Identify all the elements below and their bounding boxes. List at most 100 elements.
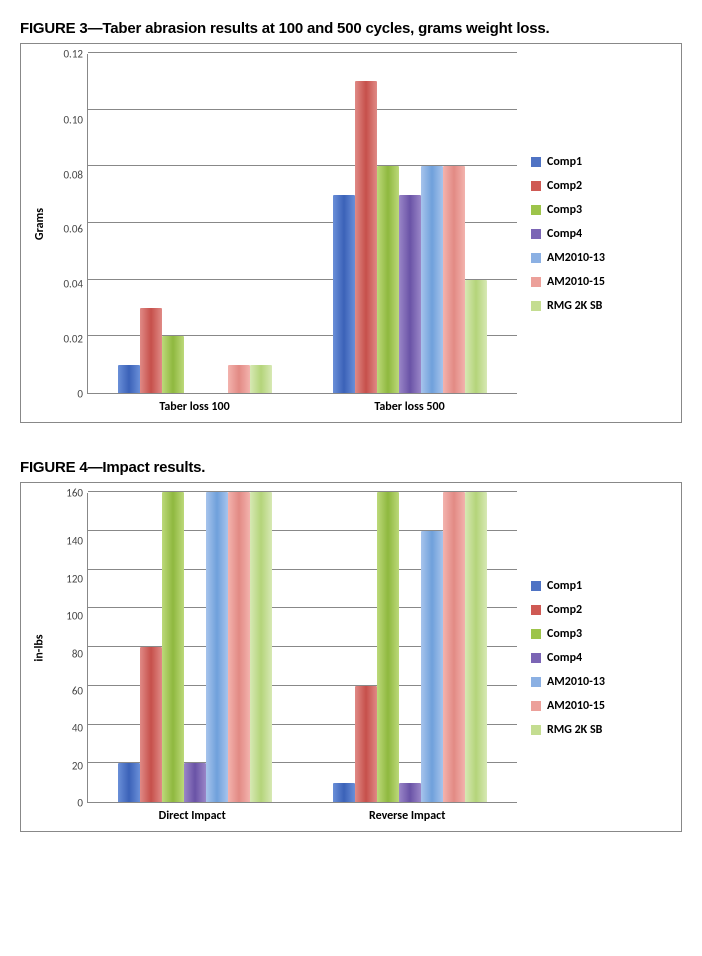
- ytick-label: 60: [72, 685, 83, 696]
- bar-Comp3: [162, 492, 184, 802]
- bar-Comp1: [118, 763, 140, 802]
- legend-swatch: [531, 677, 541, 687]
- bar-RMG-2K-SB: [465, 492, 487, 802]
- bar-Comp2: [140, 308, 162, 393]
- ytick-label: 0: [77, 798, 83, 809]
- legend-item: RMG 2K SB: [531, 299, 605, 313]
- ytick-label: 0.08: [63, 169, 83, 180]
- legend-swatch: [531, 629, 541, 639]
- bar-AM2010-15: [443, 166, 465, 393]
- ytick-label: 0.12: [63, 49, 83, 60]
- legend-item: Comp3: [531, 203, 605, 217]
- bar-RMG-2K-SB: [250, 492, 272, 802]
- xaxis-label: Direct Impact: [159, 809, 226, 823]
- ytick-label: 0.06: [63, 224, 83, 235]
- ytick-label: 120: [66, 573, 83, 584]
- figure-4-title: FIGURE 4—Impact results.: [20, 459, 682, 476]
- bar-Comp1: [333, 783, 355, 802]
- legend-label: Comp4: [547, 651, 582, 665]
- legend-label: AM2010-13: [547, 675, 605, 689]
- legend-label: Comp1: [547, 155, 582, 169]
- ytick-label: 160: [66, 488, 83, 499]
- legend-item: Comp2: [531, 179, 605, 193]
- legend-swatch: [531, 157, 541, 167]
- legend-item: AM2010-13: [531, 251, 605, 265]
- legend-swatch: [531, 229, 541, 239]
- legend-label: AM2010-15: [547, 699, 605, 713]
- legend-item: RMG 2K SB: [531, 723, 605, 737]
- legend-swatch: [531, 653, 541, 663]
- legend-swatch: [531, 701, 541, 711]
- ytick-label: 20: [72, 760, 83, 771]
- legend-swatch: [531, 181, 541, 191]
- legend-swatch: [531, 605, 541, 615]
- figure-4-xaxis: Direct Impact Reverse Impact: [87, 809, 517, 823]
- legend-label: RMG 2K SB: [547, 723, 602, 737]
- legend-item: AM2010-13: [531, 675, 605, 689]
- bar-RMG-2K-SB: [465, 280, 487, 393]
- ytick-label: 40: [72, 723, 83, 734]
- bar-Comp4: [184, 763, 206, 802]
- figure-4-legend: Comp1 Comp2 Comp3 Comp4 AM2010-13 AM2010-15 RM…: [517, 493, 605, 823]
- figure-3-ylabel: Grams: [33, 208, 47, 240]
- legend-item: Comp1: [531, 155, 605, 169]
- bar-Comp4: [399, 783, 421, 802]
- figure-3-plot-area: [87, 54, 517, 394]
- figure-4-chart: in-lbs 160140120100806040200 Direct Impa…: [20, 482, 682, 832]
- figure-3-chart: Grams 0.120.100.080.060.040.020 Taber lo…: [20, 43, 682, 423]
- legend-item: Comp4: [531, 227, 605, 241]
- bar-Comp4: [399, 195, 421, 393]
- legend-label: RMG 2K SB: [547, 299, 602, 313]
- ytick-label: 0: [77, 388, 83, 399]
- bar-Comp3: [377, 492, 399, 802]
- figure-4-ylabel: in-lbs: [33, 634, 47, 661]
- bar-AM2010-15: [228, 492, 250, 802]
- legend-swatch: [531, 581, 541, 591]
- legend-label: Comp2: [547, 179, 582, 193]
- bar-Comp1: [118, 365, 140, 393]
- xaxis-label: Taber loss 500: [374, 400, 444, 414]
- legend-label: Comp4: [547, 227, 582, 241]
- bar-Comp2: [355, 81, 377, 393]
- legend-swatch: [531, 725, 541, 735]
- ytick-label: 100: [66, 611, 83, 622]
- bar-AM2010-13: [206, 492, 228, 802]
- bar-AM2010-13: [421, 166, 443, 393]
- figure-3-legend: Comp1Comp2Comp3Comp4AM2010-13AM2010-15RM…: [517, 54, 605, 414]
- legend-item: AM2010-15: [531, 699, 605, 713]
- legend-label: Comp1: [547, 579, 582, 593]
- ytick-label: 140: [66, 536, 83, 547]
- figure-3-title: FIGURE 3—Taber abrasion results at 100 a…: [20, 20, 682, 37]
- bar-group: [333, 492, 487, 802]
- legend-item: Comp3: [531, 627, 605, 641]
- bar-Comp3: [162, 336, 184, 393]
- legend-item: Comp1: [531, 579, 605, 593]
- legend-label: Comp3: [547, 627, 582, 641]
- legend-swatch: [531, 277, 541, 287]
- xaxis-label: Reverse Impact: [369, 809, 445, 823]
- figure-4-plot-wrap: in-lbs 160140120100806040200 Direct Impa…: [29, 493, 517, 823]
- legend-swatch: [531, 301, 541, 311]
- legend-label: Comp3: [547, 203, 582, 217]
- legend-swatch: [531, 205, 541, 215]
- legend-label: Comp2: [547, 603, 582, 617]
- figure-4-yticks: 160140120100806040200: [51, 493, 87, 803]
- figure-3-block: FIGURE 3—Taber abrasion results at 100 a…: [20, 20, 682, 423]
- xaxis-label: Taber loss 100: [159, 400, 229, 414]
- ytick-label: 0.10: [63, 114, 83, 125]
- bar-Comp1: [333, 195, 355, 393]
- bar-Comp2: [355, 686, 377, 802]
- bar-group: [118, 492, 272, 802]
- gridline: [88, 52, 517, 53]
- ytick-label: 0.04: [63, 279, 83, 290]
- figure-4-block: FIGURE 4—Impact results. in-lbs 160 140 12…: [20, 459, 682, 832]
- bar-Comp3: [377, 166, 399, 393]
- legend-item: Comp4: [531, 651, 605, 665]
- bar-AM2010-13: [421, 531, 443, 802]
- bar-AM2010-15: [228, 365, 250, 393]
- figure-3-xaxis: Taber loss 100 Taber loss 500: [87, 400, 517, 414]
- figure-3-yticks: 0.120.100.080.060.040.020: [51, 54, 87, 394]
- bar-Comp2: [140, 647, 162, 802]
- bar-group: [118, 308, 272, 393]
- figure-4-plot-area: [87, 493, 517, 803]
